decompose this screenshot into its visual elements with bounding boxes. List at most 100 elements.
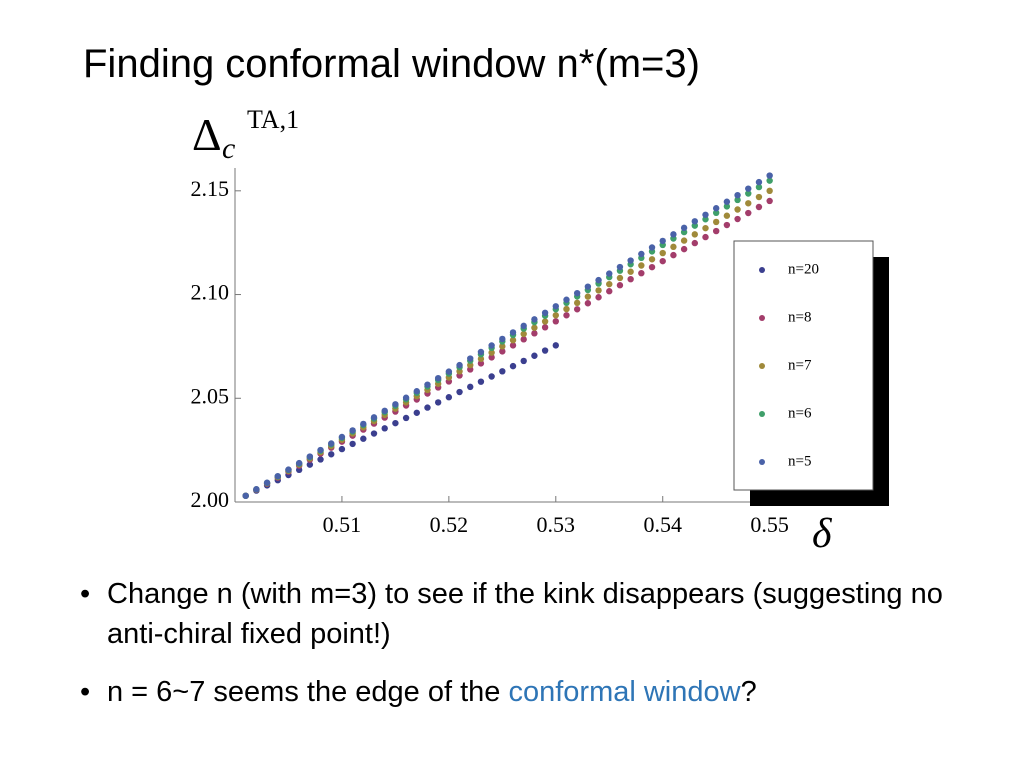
data-point (648, 256, 656, 263)
data-point (712, 227, 720, 235)
data-point (413, 388, 420, 395)
data-point (670, 251, 677, 259)
data-point (392, 401, 399, 408)
data-point (488, 373, 495, 380)
data-point (467, 355, 474, 362)
y-axis-label: Δ (192, 109, 222, 160)
data-point (360, 435, 367, 442)
data-point (563, 305, 570, 313)
data-point (745, 185, 752, 192)
chart: Δ c TA,1 δ 2.00 2.05 2.10 2.15 0.51 0.52 0.53 0… (191, 105, 889, 557)
x-tick-label: 0.51 (323, 512, 362, 537)
data-point (745, 200, 752, 207)
data-point (638, 269, 645, 277)
y-tick-label: 2.00 (191, 487, 230, 512)
data-point (766, 187, 773, 195)
data-point (488, 354, 495, 361)
data-point (691, 231, 699, 238)
y-axis-label-subscript: c (222, 132, 235, 165)
data-point (456, 388, 463, 396)
data-point (648, 263, 656, 271)
data-point (755, 178, 763, 186)
data-point (477, 348, 485, 356)
data-point (616, 263, 624, 271)
data-point (477, 355, 485, 363)
bullet: n = 6~7 seems the edge of the conformal … (80, 672, 1007, 712)
bullet-highlight: conformal window (508, 676, 741, 708)
data-point (691, 239, 699, 247)
x-tick-label: 0.55 (750, 512, 789, 537)
data-point (723, 198, 731, 205)
data-point (595, 294, 602, 301)
data-point (638, 250, 645, 258)
legend-label: n=7 (788, 357, 812, 373)
data-point (691, 218, 699, 225)
data-point (552, 312, 559, 319)
data-point (606, 288, 613, 295)
data-point (627, 268, 634, 275)
data-point (360, 420, 367, 428)
legend-marker (759, 267, 765, 273)
data-point (755, 203, 763, 211)
data-point (755, 183, 763, 191)
data-point (349, 427, 356, 434)
data-point (541, 318, 549, 325)
data-point (338, 433, 346, 441)
data-point (242, 492, 249, 499)
x-axis-label: δ (812, 511, 833, 557)
data-point (445, 394, 453, 401)
data-point (734, 196, 741, 204)
data-point (584, 300, 592, 307)
data-point (563, 312, 570, 319)
data-point (712, 209, 720, 217)
data-point (745, 190, 752, 197)
data-point (616, 282, 624, 289)
data-point (595, 287, 602, 294)
data-point (520, 357, 527, 365)
data-point (381, 407, 388, 415)
data-point (402, 414, 410, 422)
data-point (563, 296, 570, 303)
data-point (573, 306, 581, 313)
legend-label: n=20 (788, 261, 819, 277)
legend-marker (759, 411, 765, 417)
data-point (573, 289, 581, 297)
data-point (509, 336, 517, 344)
data-point (541, 347, 549, 354)
data-point (499, 368, 506, 375)
legend-marker (759, 315, 765, 321)
data-point (638, 262, 645, 269)
data-point (306, 461, 314, 468)
data-point (702, 216, 709, 223)
data-point (766, 197, 773, 205)
data-point (520, 336, 527, 343)
data-point (584, 293, 592, 300)
data-point (263, 479, 271, 486)
data-point (552, 318, 559, 325)
data-point (317, 456, 324, 463)
data-point (734, 215, 741, 223)
data-point (520, 330, 527, 338)
data-point (734, 191, 741, 199)
slide-title: Finding conformal window n*(m=3) (83, 42, 700, 86)
data-point (520, 322, 527, 330)
data-point (477, 378, 485, 385)
data-point (659, 257, 666, 265)
data-point (573, 299, 581, 307)
legend-label: n=8 (788, 309, 811, 325)
y-tick-label: 2.05 (191, 383, 230, 408)
data-point (370, 430, 378, 437)
data-point (531, 316, 538, 323)
data-point (584, 283, 592, 290)
data-point (306, 453, 314, 460)
data-point (670, 231, 677, 238)
x-tick-label: 0.54 (643, 512, 682, 537)
data-point (702, 211, 709, 218)
x-tick-label: 0.53 (537, 512, 576, 537)
data-point (349, 440, 356, 448)
y-tick-label: 2.15 (191, 176, 230, 201)
data-point (295, 459, 303, 467)
data-point (509, 329, 517, 336)
data-point (680, 237, 688, 244)
